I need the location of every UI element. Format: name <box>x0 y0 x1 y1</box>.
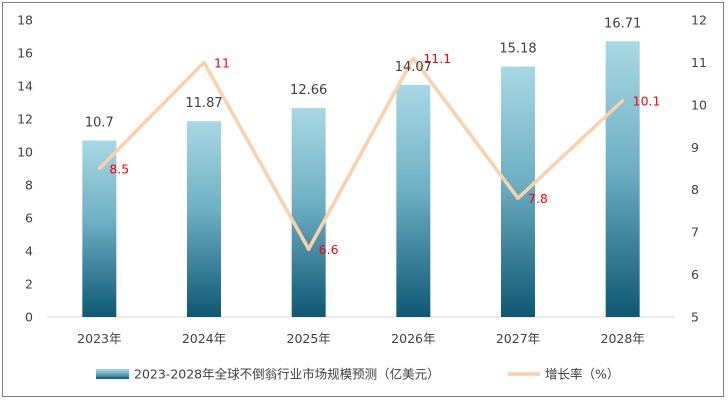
left-axis-tick-label: 8 <box>25 178 33 193</box>
x-axis: 2023年 2024年 2025年 2026年 2027年 2028年 <box>77 331 645 346</box>
left-axis-tick-label: 16 <box>17 46 33 61</box>
left-axis-tick-label: 10 <box>17 145 33 160</box>
left-axis-tick-label: 6 <box>25 211 33 226</box>
growth-rate-line <box>98 56 624 251</box>
line-point <box>621 99 625 103</box>
right-axis-tick-label: 11 <box>691 55 707 70</box>
line-point <box>307 247 311 251</box>
x-axis-tick-label: 2023年 <box>77 331 121 346</box>
bar-value-label: 16.71 <box>604 16 641 31</box>
right-axis-tick-label: 7 <box>691 225 699 240</box>
legend-label-line: 增长率（%） <box>545 367 619 382</box>
line-point <box>411 56 415 60</box>
left-axis-tick-label: 14 <box>17 79 33 94</box>
legend-label-bars: 2023-2028年全球不倒翁行业市场规模预测（亿美元） <box>134 367 440 382</box>
bar-value-label: 14.07 <box>395 60 432 75</box>
line-point <box>202 60 206 64</box>
left-axis: 0 2 4 6 8 10 12 14 16 18 <box>17 13 33 325</box>
left-axis-tick-label: 0 <box>25 310 33 325</box>
bar <box>187 121 221 318</box>
left-axis-tick-label: 2 <box>25 277 33 292</box>
bar <box>605 41 640 317</box>
line-point <box>516 196 520 200</box>
bar-value-label: 11.87 <box>185 96 222 111</box>
x-axis-tick-label: 2028年 <box>601 331 645 346</box>
line-value-label: 8.5 <box>109 162 129 177</box>
line-value-label: 10.1 <box>633 94 661 109</box>
combo-chart: 0 2 4 6 8 10 12 14 16 18 5 6 7 8 9 10 11 12 10.7 11.87 12.… <box>17 13 707 382</box>
right-axis-tick-label: 10 <box>691 97 707 112</box>
line-value-label: 6.6 <box>319 242 339 257</box>
bar-series <box>82 41 640 318</box>
x-axis-tick-label: 2026年 <box>391 331 435 346</box>
left-axis-tick-label: 12 <box>17 112 33 127</box>
right-axis-tick-label: 12 <box>691 13 707 28</box>
bar-data-labels: 10.7 11.87 12.66 14.07 15.18 16.71 <box>85 16 641 130</box>
x-axis-tick-label: 2025年 <box>287 331 331 346</box>
line-value-label: 11 <box>214 55 230 70</box>
right-axis: 5 6 7 8 9 10 11 12 <box>691 13 707 325</box>
right-axis-tick-label: 6 <box>691 267 699 282</box>
line-value-label: 11.1 <box>423 51 451 66</box>
bar <box>291 108 326 317</box>
bar-value-label: 10.7 <box>85 115 114 130</box>
left-axis-tick-label: 18 <box>17 13 33 28</box>
bar <box>501 66 535 317</box>
left-axis-tick-label: 4 <box>25 244 33 259</box>
right-axis-tick-label: 8 <box>691 182 699 197</box>
right-axis-tick-label: 9 <box>691 140 699 155</box>
bar-value-label: 12.66 <box>290 83 327 98</box>
legend-swatch-bars <box>96 369 129 379</box>
legend: 2023-2028年全球不倒翁行业市场规模预测（亿美元） 增长率（%） <box>96 367 619 382</box>
chart-frame: 0 2 4 6 8 10 12 14 16 18 5 6 7 8 9 10 11 12 10.7 11.87 12.… <box>2 2 724 397</box>
bar <box>396 84 431 317</box>
line-series <box>97 56 625 251</box>
bar-value-label: 15.18 <box>499 42 536 57</box>
x-axis-tick-label: 2024年 <box>182 331 226 346</box>
line-data-labels: 8.5 11 6.6 11.1 7.8 10.1 <box>109 51 660 257</box>
line-value-label: 7.8 <box>528 191 548 206</box>
x-axis-tick-label: 2027年 <box>496 331 540 346</box>
line-point <box>97 167 101 170</box>
right-axis-tick-label: 5 <box>691 310 699 325</box>
